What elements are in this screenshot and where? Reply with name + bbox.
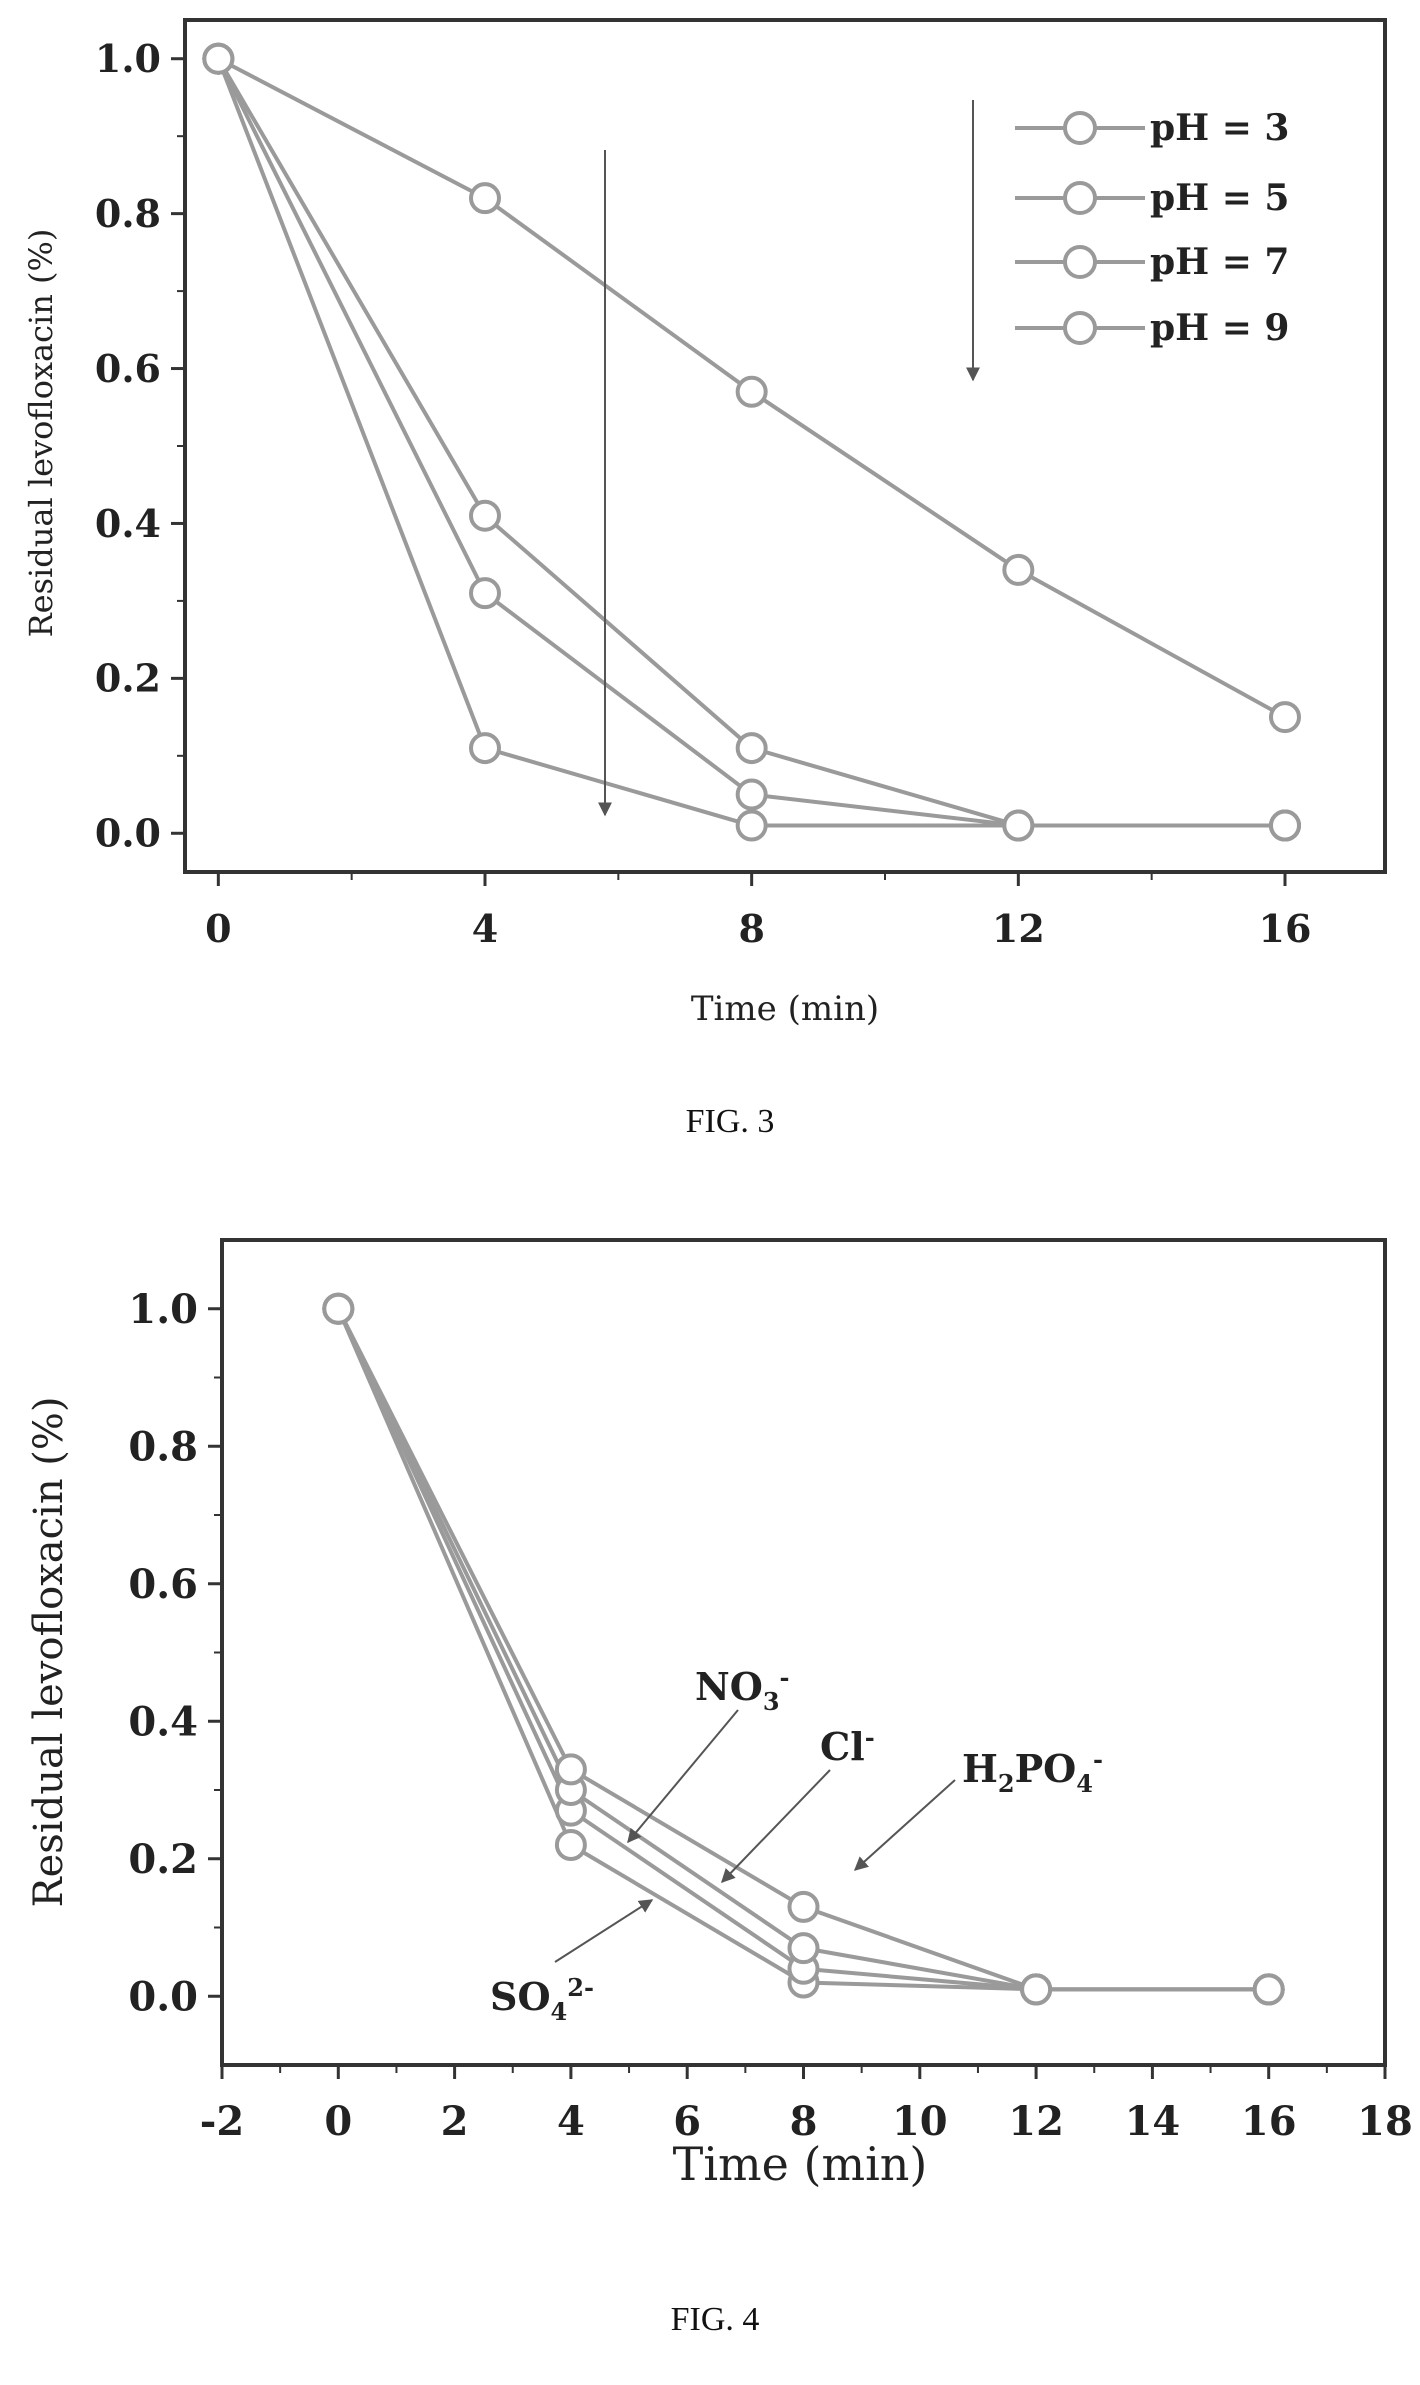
fig3-legend-label: pH = 7	[1150, 241, 1289, 283]
fig3-legend-marker-icon	[1063, 311, 1097, 345]
fig3-legend-label: pH = 3	[1150, 107, 1289, 149]
fig4-x-tick-label: 4	[557, 2098, 585, 2145]
fig3-data-point	[1002, 553, 1035, 586]
fig4-x-tick-label: 10	[892, 2098, 948, 2145]
fig3-y-axis-title: Residual levofloxacin (%)	[22, 229, 60, 638]
fig4-caption: FIG. 4	[671, 2301, 760, 2338]
fig3-y-tick-label: 1.0	[95, 36, 161, 81]
fig3-data-point	[469, 732, 501, 765]
fig3-legend-label: pH = 9	[1150, 307, 1289, 349]
fig3-series-group	[202, 42, 1301, 842]
fig4-chart: -2 0 2 4 6 8 10 12 14 16 18 0.0 0.2 0.4 0.6 0.8 1.0 NO3…	[26, 1238, 1413, 2191]
fig3-series-line-2	[216, 57, 1285, 828]
fig4-series-line-3	[336, 1307, 1269, 1992]
fig3-chart: 0 4 8 12 16 0.0 0.2 0.4 0.6 0.8 1.0 pH = 3 pH = 5…	[22, 18, 1387, 1029]
fig4-x-tick-label: 14	[1125, 2098, 1181, 2145]
fig4-x-tick-label: -2	[200, 2098, 244, 2145]
fig3-data-point	[1269, 809, 1301, 842]
fig4-data-point	[787, 1932, 820, 1965]
fig4-y-axis-title: Residual levofloxacin (%)	[26, 1396, 72, 1907]
fig4-no3-arrow	[627, 1709, 739, 1844]
fig4-data-point	[787, 1890, 820, 1923]
fig4-so4-arrow	[554, 1899, 654, 1963]
fig4-y-tick-label: 0.4	[128, 1698, 198, 1745]
fig3-data-point	[1002, 809, 1035, 842]
fig3-data-point	[1269, 701, 1301, 734]
fig3-y-tick-label: 0.6	[95, 346, 161, 391]
fig4-data-point	[554, 1753, 587, 1786]
fig3-y-tick-label: 0.8	[95, 191, 161, 236]
fig3-y-ticks: 0.0 0.2 0.4 0.6 0.8 1.0	[95, 36, 185, 856]
fig4-series-line-4	[336, 1307, 1269, 1992]
fig4-y-tick-label: 0.6	[128, 1561, 198, 1608]
fig4-series-group	[322, 1292, 1285, 2006]
fig4-data-point	[554, 1829, 587, 1861]
fig4-x-axis-title: Time (min)	[673, 2137, 928, 2191]
fig3-data-point	[735, 732, 768, 765]
fig4-x-ticks: -2 0 2 4 6 8 10 12 14 16 18	[200, 2065, 1413, 2145]
fig4-x-tick-label: 16	[1241, 2098, 1297, 2145]
fig4-data-point	[1020, 1973, 1053, 2006]
fig3-legend-marker-icon	[1063, 181, 1097, 215]
fig3-data-point	[469, 577, 501, 610]
fig3-data-point	[735, 375, 768, 408]
fig3-data-point	[202, 42, 235, 75]
fig3-x-axis-title: Time (min)	[691, 989, 879, 1029]
fig4-label-so4: SO42-	[490, 1973, 594, 2026]
fig3-y-tick-label: 0.2	[95, 656, 161, 701]
fig3-y-tick-label: 0.4	[95, 501, 161, 546]
fig3-legend-entry-3: pH = 7	[1015, 241, 1289, 283]
fig3-x-tick-label: 12	[992, 906, 1045, 951]
fig4-data-point	[322, 1292, 355, 1325]
fig3-caption: FIG. 3	[686, 1103, 775, 1140]
fig3-data-point	[735, 809, 768, 842]
fig3-x-tick-label: 16	[1259, 906, 1312, 951]
fig3-data-point	[735, 778, 768, 811]
fig4-label-cl: Cl-	[820, 1723, 875, 1769]
fig4-y-tick-label: 0.8	[128, 1423, 198, 1470]
fig4-data-point	[1252, 1973, 1285, 2006]
fig3-x-ticks: 0 4 8 12 16	[205, 872, 1311, 951]
fig3-data-point	[469, 499, 501, 532]
fig4-x-tick-label: 6	[673, 2098, 701, 2145]
fig4-x-tick-label: 12	[1008, 2098, 1064, 2145]
fig3-legend-entry-4: pH = 9	[1015, 307, 1289, 349]
fig3-x-tick-label: 0	[205, 906, 231, 951]
fig3-legend: pH = 3 pH = 5 pH = 7 pH = 9	[1015, 107, 1289, 349]
fig3-legend-marker-icon	[1063, 245, 1097, 279]
fig3-legend-entry-2: pH = 5	[1015, 177, 1289, 219]
fig4-h2po4-arrow	[853, 1779, 956, 1871]
fig4-y-tick-label: 0.2	[128, 1836, 198, 1883]
fig4-label-no3: NO3-	[695, 1663, 790, 1716]
fig4-y-ticks: 0.0 0.2 0.4 0.6 0.8 1.0	[128, 1286, 222, 2020]
fig4-label-h2po4: H2PO4-	[962, 1745, 1103, 1798]
fig3-x-tick-label: 4	[472, 906, 498, 951]
fig4-x-tick-label: 8	[790, 2098, 818, 2145]
fig4-series-line-2	[336, 1307, 1269, 1992]
fig3-data-point	[469, 182, 501, 215]
fig4-x-tick-label: 0	[324, 2098, 352, 2145]
fig3-legend-entry-1: pH = 3	[1015, 107, 1289, 149]
fig3-series-line-3	[216, 57, 1285, 828]
fig3-y-tick-label: 0.0	[95, 811, 161, 856]
fig3-x-tick-label: 8	[738, 906, 764, 951]
fig4-x-tick-label: 18	[1357, 2098, 1413, 2145]
fig4-y-tick-label: 1.0	[128, 1286, 198, 1333]
fig4-cl-arrow	[721, 1769, 831, 1884]
fig3-legend-marker-icon	[1063, 111, 1097, 145]
fig3-legend-label: pH = 5	[1150, 177, 1289, 219]
fig4-x-tick-label: 2	[441, 2098, 469, 2145]
fig3-series-line-1	[216, 58, 1285, 828]
fig4-series-line-1	[336, 1307, 1269, 1992]
fig4-y-tick-label: 0.0	[128, 1973, 198, 2020]
